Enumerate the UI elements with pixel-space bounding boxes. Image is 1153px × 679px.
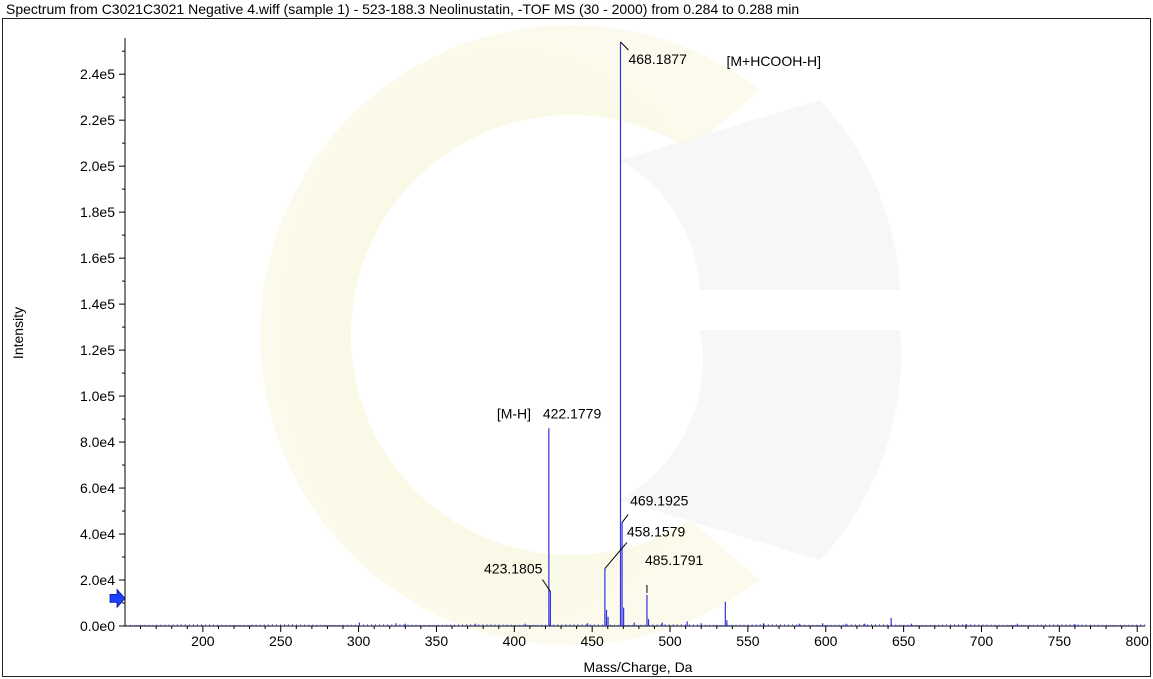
- annotation-leader: [621, 514, 629, 523]
- peak-label: 423.1805: [484, 561, 543, 577]
- y-tick-label: 6.0e4: [80, 480, 115, 496]
- x-tick-label: 800: [1126, 633, 1150, 649]
- x-tick-label: 250: [269, 633, 293, 649]
- spectrum-series: [126, 42, 1146, 626]
- y-tick-label: 1.2e5: [80, 342, 115, 358]
- x-tick-label: 500: [658, 633, 682, 649]
- y-tick-label: 4.0e4: [80, 526, 115, 542]
- peak-label: [M-H]: [497, 405, 531, 421]
- peak-label: 422.1779: [543, 405, 602, 421]
- x-tick-label: 450: [580, 633, 604, 649]
- y-tick-label: 0.0e0: [80, 618, 115, 634]
- y-tick-label: 1.0e5: [80, 388, 115, 404]
- y-tick-label: 8.0e4: [80, 434, 115, 450]
- arrow-shape: [109, 588, 126, 609]
- watermark-logo: [260, 25, 902, 646]
- y-axis-label: Intensity: [10, 307, 26, 359]
- x-axis-label: Mass/Charge, Da: [584, 659, 693, 675]
- x-tick-label: 600: [814, 633, 838, 649]
- chart-title: Spectrum from C3021C3021 Negative 4.wiff…: [6, 1, 800, 17]
- annotation-leader: [541, 579, 551, 592]
- peak-label: [M+HCOOH-H]: [726, 53, 821, 69]
- x-tick-label: 700: [970, 633, 994, 649]
- peak-label: 458.1579: [627, 524, 686, 540]
- peak-label: 469.1925: [630, 493, 689, 509]
- x-tick-label: 350: [425, 633, 449, 649]
- baseline-noise: [126, 624, 1146, 626]
- y-tick-label: 2.0e4: [80, 572, 115, 588]
- y-tick-label: 2.0e5: [80, 158, 115, 174]
- peak-label: 485.1791: [645, 552, 704, 568]
- y-tick-label: 1.4e5: [80, 296, 115, 312]
- annotation-leader: [604, 542, 628, 569]
- axis-ticks: 200 250 300 350 400 450 500 550 600 650 700 750 800 0…: [80, 50, 1150, 649]
- x-tick-label: 400: [503, 633, 527, 649]
- y-tick-label: 1.6e5: [80, 250, 115, 266]
- peak-label: 468.1877: [628, 51, 687, 67]
- x-tick-label: 650: [892, 633, 916, 649]
- x-tick-label: 300: [347, 633, 371, 649]
- plot-frame: [2, 18, 1151, 677]
- y-tick-label: 1.8e5: [80, 204, 115, 220]
- x-tick-label: 200: [191, 633, 215, 649]
- x-tick-label: 550: [736, 633, 760, 649]
- y-tick-label: 2.2e5: [80, 112, 115, 128]
- threshold-arrow-icon[interactable]: [109, 588, 126, 609]
- annotation-leader: [620, 41, 629, 51]
- x-tick-label: 750: [1048, 633, 1072, 649]
- peak-annotations: 468.1877 [M+HCOOH-H] [M-H] 422.1779 469.1925…: [484, 41, 821, 593]
- y-tick-label: 2.4e5: [80, 66, 115, 82]
